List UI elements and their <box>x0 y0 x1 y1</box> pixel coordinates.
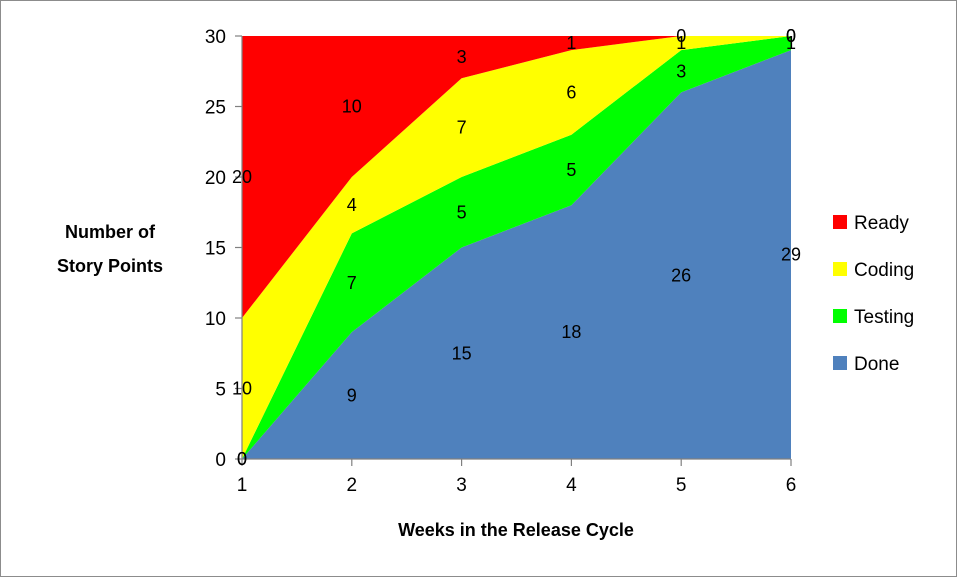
y-axis-title: Number of Story Points <box>57 222 163 276</box>
y-tick-label: 20 <box>205 168 226 189</box>
data-label-ready: 10 <box>342 97 362 117</box>
data-label-done: 0 <box>237 449 247 469</box>
data-label-testing: 7 <box>347 273 357 293</box>
area-layers <box>242 36 791 459</box>
legend-swatch-done <box>833 356 847 370</box>
data-label-ready: 1 <box>566 33 576 53</box>
data-label-coding: 10 <box>232 379 252 399</box>
data-label-testing: 0 <box>237 449 247 469</box>
data-label-done: 26 <box>671 266 691 286</box>
legend-label-testing: Testing <box>854 307 914 328</box>
data-label-coding: 1 <box>676 33 686 53</box>
area-ready <box>242 36 791 318</box>
legend-label-coding: Coding <box>854 260 914 281</box>
legend-label-ready: Ready <box>854 213 909 234</box>
area-testing <box>242 36 791 459</box>
data-label-coding: 4 <box>347 195 357 215</box>
y-tick-label: 5 <box>215 380 226 401</box>
data-label-testing: 1 <box>786 33 796 53</box>
y-tick-label: 30 <box>205 27 226 48</box>
y-tick-label: 0 <box>215 450 226 471</box>
data-label-ready: 0 <box>786 26 796 46</box>
data-label-coding: 7 <box>457 118 467 138</box>
legend: Ready Coding Testing Done <box>833 213 914 375</box>
y-tick-label: 15 <box>205 239 226 260</box>
data-label-done: 29 <box>781 245 801 265</box>
data-label-ready: 0 <box>676 26 686 46</box>
legend-swatch-testing <box>833 309 847 323</box>
data-label-done: 15 <box>452 343 472 363</box>
x-axis-title: Weeks in the Release Cycle <box>398 520 634 540</box>
area-coding <box>242 36 791 459</box>
data-label-ready: 20 <box>232 167 252 187</box>
legend-label-done: Done <box>854 354 899 375</box>
y-tick-label: 25 <box>205 98 226 119</box>
x-tick-label: 2 <box>347 475 358 496</box>
x-tick-label: 1 <box>237 475 248 496</box>
data-label-testing: 5 <box>566 160 576 180</box>
data-label-done: 9 <box>347 386 357 406</box>
data-label-done: 18 <box>561 322 581 342</box>
x-tick-label: 6 <box>786 475 797 496</box>
legend-swatch-coding <box>833 262 847 276</box>
data-label-testing: 3 <box>676 61 686 81</box>
x-tick-label: 3 <box>456 475 467 496</box>
legend-swatch-ready <box>833 215 847 229</box>
x-tick-label: 5 <box>676 475 687 496</box>
data-label-coding: 6 <box>566 82 576 102</box>
data-label-ready: 3 <box>457 47 467 67</box>
x-tick-label: 4 <box>566 475 577 496</box>
y-tick-label: 10 <box>205 309 226 330</box>
data-label-coding: 0 <box>786 26 796 46</box>
data-label-testing: 5 <box>457 202 467 222</box>
area-done <box>242 50 791 459</box>
